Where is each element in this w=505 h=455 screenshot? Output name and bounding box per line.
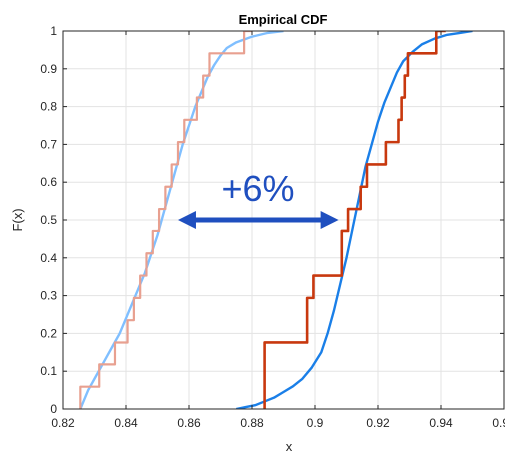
x-axis-label: x [286,439,293,454]
cdf-series-3 [236,31,473,409]
y-tick-label: 0.2 [40,326,57,340]
annotation-arrow-right-head [320,211,339,229]
y-tick-label: 0.4 [40,251,57,265]
y-tick-label: 0.3 [40,289,57,303]
y-tick-label: 0.6 [40,175,57,189]
y-tick-label: 0.7 [40,137,57,151]
annotation-arrow-left-head [177,211,196,229]
plot-frame [62,30,505,410]
y-tick-label: 0.1 [40,364,57,378]
annotation-group [177,211,339,229]
x-tick-label: 0.9 [307,416,324,430]
y-tick-label: 1 [50,24,57,38]
y-tick-label: 0.9 [40,62,57,76]
x-tick-label: 0.96 [492,416,505,430]
x-tick-label: 0.94 [429,416,453,430]
y-tick-label: 0.5 [40,213,57,227]
chart-title: Empirical CDF [239,12,328,27]
x-tick-label: 0.88 [240,416,264,430]
cdf-series-2 [79,31,252,409]
x-tick-label: 0.86 [177,416,201,430]
x-tick-label: 0.82 [51,416,75,430]
cdf-series-4 [263,31,446,409]
annotation-text: +6% [221,168,294,209]
y-tick-label: 0 [50,402,57,416]
x-tick-label: 0.92 [366,416,390,430]
y-axis-label: F(x) [10,208,25,231]
y-tick-label: 0.8 [40,100,57,114]
x-tick-label: 0.84 [114,416,138,430]
axes: 0.82 0.84 0.86 0.88 0.9 0.92 0.94 0.96 0 0.1 0.2 0.… [40,24,505,430]
series-group [79,31,473,409]
